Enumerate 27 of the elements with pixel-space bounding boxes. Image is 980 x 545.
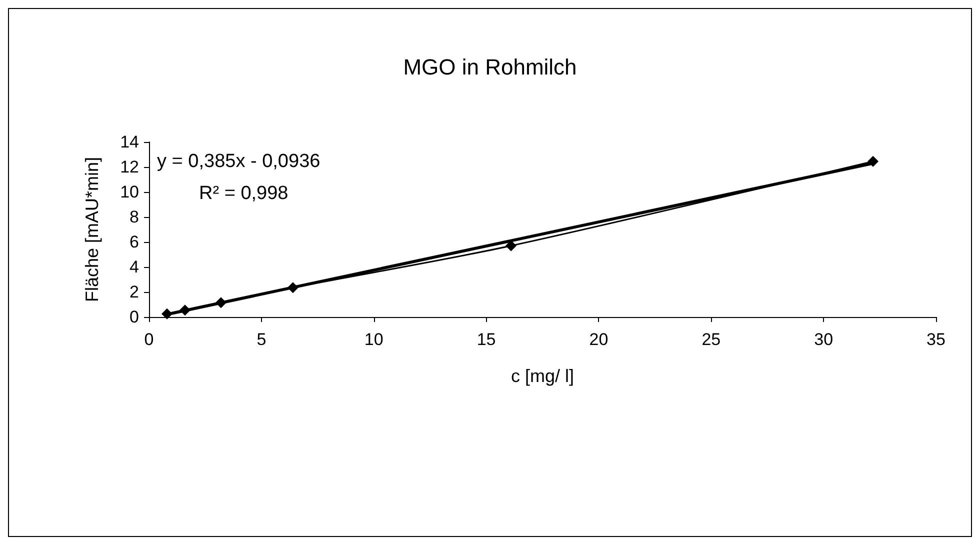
x-tick-label: 10 [364,330,384,349]
y-tick-label: 8 [130,208,139,226]
point [215,297,226,308]
y-tick-label: 12 [120,158,139,176]
x-tick-label: 0 [144,330,154,349]
x-tick-label: 20 [589,330,608,349]
x-tick-label: 25 [702,330,721,349]
x-tick-label: 35 [926,330,946,349]
point [161,308,172,320]
x-tick-label: 15 [476,330,496,349]
annotation: y = 0,385x - 0,0936 [157,151,320,172]
point [868,156,879,167]
y-tick-label: 2 [130,282,139,302]
y-axis-title: Fläche [mAU*min] [82,156,102,302]
x-axis-title: c [mg/ l] [510,366,574,386]
y-tick-label: 14 [120,132,139,152]
y-tick-label: 4 [130,258,139,276]
point [287,282,298,294]
annotation: R² = 0,998 [199,183,288,204]
chart-title: MGO in Rohmilch [403,54,577,80]
x-tick-label: 5 [256,330,266,349]
y-tick-label: 6 [130,232,139,252]
point [506,240,517,252]
y-tick-label: 10 [120,182,139,202]
y-tick-label: 0 [130,308,139,326]
point [179,304,190,316]
x-tick-label: 30 [814,330,834,349]
